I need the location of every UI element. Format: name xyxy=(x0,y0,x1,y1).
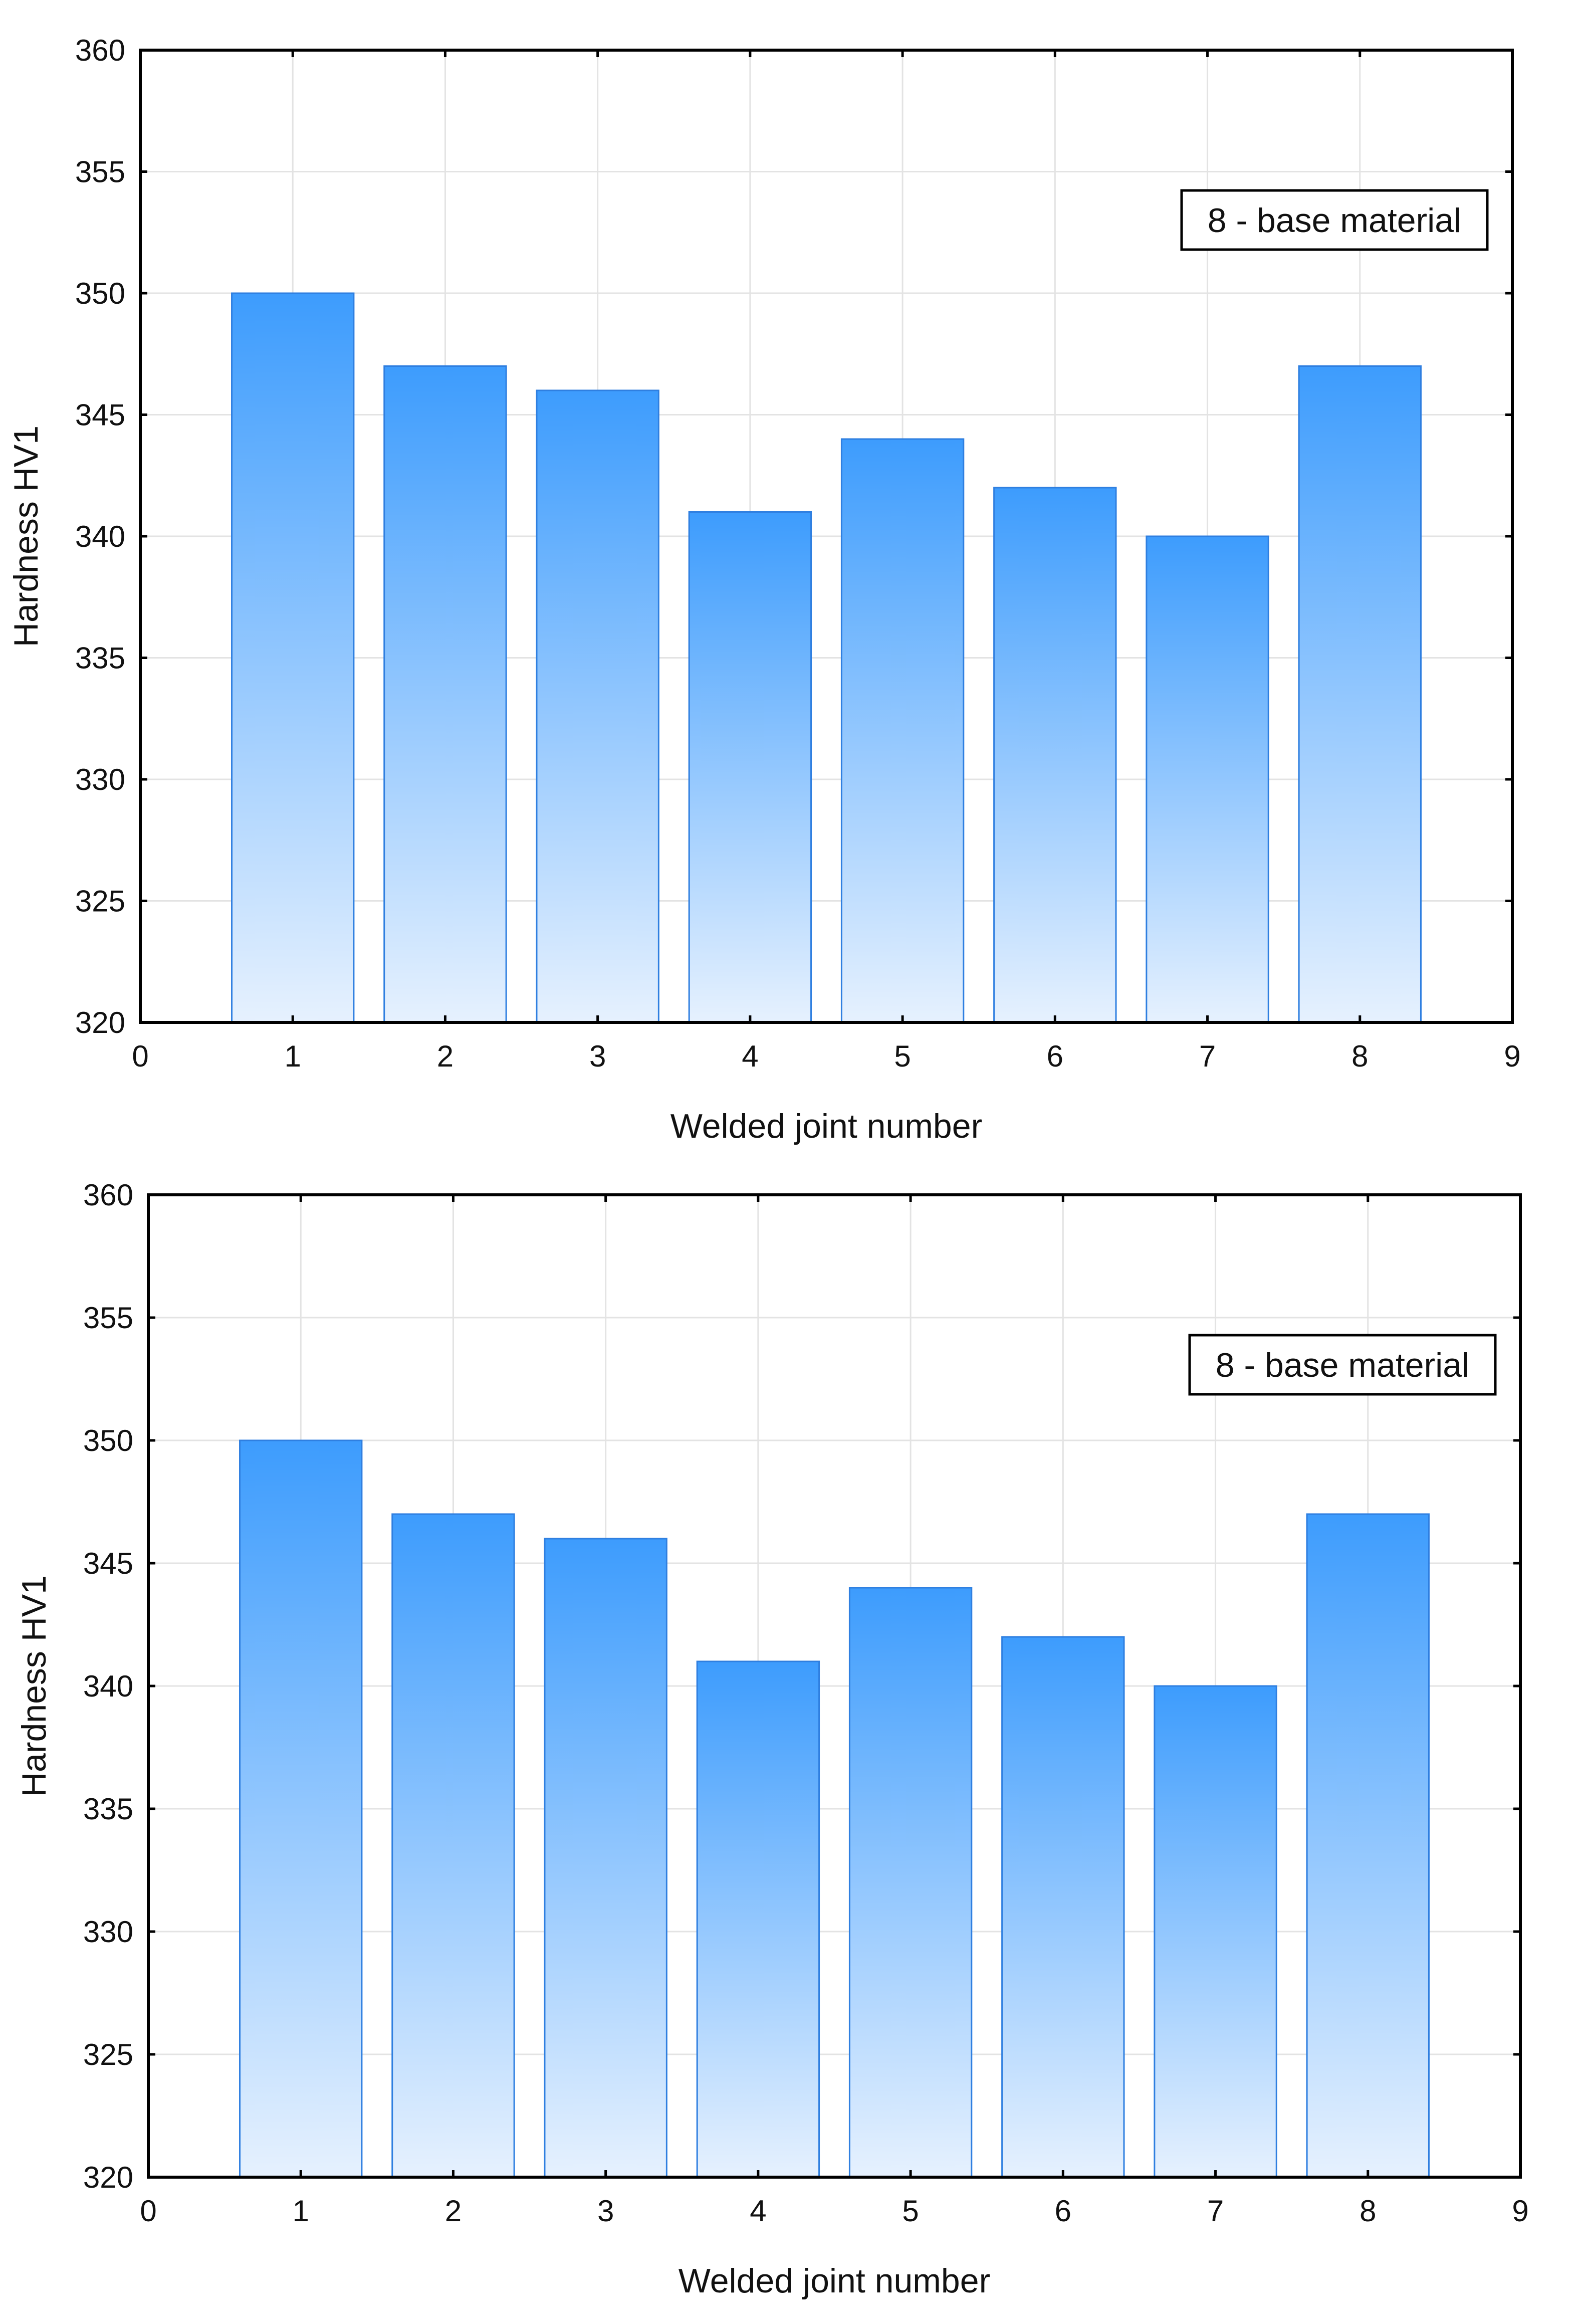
bar-joint-3 xyxy=(536,389,659,1023)
x-tick-label: 2 xyxy=(437,1039,454,1073)
y-tick-label: 340 xyxy=(83,1669,133,1703)
x-tick-label: 6 xyxy=(1055,2194,1071,2228)
x-tick-label: 3 xyxy=(597,2194,614,2228)
bar-joint-3 xyxy=(544,1538,667,2178)
x-tick-label: 9 xyxy=(1504,1039,1520,1073)
y-tick-label: 360 xyxy=(83,1178,133,1212)
y-tick-label: 325 xyxy=(75,885,125,918)
x-axis-title: Welded joint number xyxy=(678,2262,990,2300)
bars xyxy=(231,292,1422,1023)
bar-joint-7 xyxy=(1146,535,1269,1023)
x-tick-label: 6 xyxy=(1047,1039,1063,1073)
bar-joint-1 xyxy=(231,292,355,1023)
x-tick-label: 9 xyxy=(1512,2194,1528,2228)
y-tick-label: 355 xyxy=(75,155,125,189)
y-tick-label: 325 xyxy=(83,2038,133,2071)
y-tick-label: 320 xyxy=(83,2161,133,2194)
annotation-text: 8 - base material xyxy=(1216,1346,1469,1384)
x-tick-label: 7 xyxy=(1207,2194,1224,2228)
x-tick-label: 3 xyxy=(589,1039,606,1073)
x-tick-label: 8 xyxy=(1351,1039,1368,1073)
y-tick-label: 340 xyxy=(75,520,125,553)
y-tick-label: 350 xyxy=(83,1424,133,1457)
x-tick-label: 8 xyxy=(1360,2194,1376,2228)
bar-joint-5 xyxy=(840,438,965,1023)
x-tick-label: 2 xyxy=(445,2194,462,2228)
y-tick-label: 345 xyxy=(75,398,125,432)
annotation-frame xyxy=(1180,189,1489,251)
y-tick-label: 330 xyxy=(83,1915,133,1949)
bar-joint-6 xyxy=(1001,1636,1125,2178)
annotation-box: 8 - base material xyxy=(1188,1334,1497,1396)
bar-joint-8 xyxy=(1298,365,1422,1023)
y-tick-label: 335 xyxy=(75,642,125,675)
y-tick-label: 330 xyxy=(75,763,125,796)
x-tick-label: 5 xyxy=(894,1039,911,1073)
bar-joint-7 xyxy=(1154,1685,1277,2178)
bar-joint-2 xyxy=(391,1513,515,2178)
y-axis-title: Hardness HV1 xyxy=(15,1575,53,1797)
bar-joint-1 xyxy=(239,1439,363,2178)
bar-joint-8 xyxy=(1306,1513,1430,2178)
x-tick-label: 7 xyxy=(1199,1039,1216,1073)
bar-joint-4 xyxy=(688,511,812,1023)
x-tick-label: 1 xyxy=(293,2194,309,2228)
x-tick-label: 0 xyxy=(140,2194,156,2228)
bars xyxy=(239,1439,1430,2178)
x-tick-label: 0 xyxy=(132,1039,148,1073)
y-tick-label: 335 xyxy=(83,1792,133,1826)
bar-joint-2 xyxy=(383,365,507,1023)
annotation-box: 8 - base material xyxy=(1180,189,1489,251)
y-tick-label: 355 xyxy=(83,1301,133,1335)
annotation-frame xyxy=(1188,1334,1497,1396)
y-axis-title: Hardness HV1 xyxy=(7,426,45,647)
x-tick-label: 4 xyxy=(750,2194,766,2228)
x-tick-label: 1 xyxy=(285,1039,301,1073)
x-tick-label: 5 xyxy=(902,2194,919,2228)
bar-joint-4 xyxy=(696,1660,820,2178)
y-tick-label: 350 xyxy=(75,277,125,310)
y-tick-label: 320 xyxy=(75,1006,125,1039)
bar-joint-5 xyxy=(848,1587,973,2178)
annotation-text: 8 - base material xyxy=(1208,201,1461,240)
bar-joint-6 xyxy=(993,487,1117,1023)
y-tick-label: 345 xyxy=(83,1547,133,1580)
x-axis-title: Welded joint number xyxy=(670,1107,982,1145)
x-tick-label: 4 xyxy=(742,1039,758,1073)
y-tick-label: 360 xyxy=(75,34,125,67)
